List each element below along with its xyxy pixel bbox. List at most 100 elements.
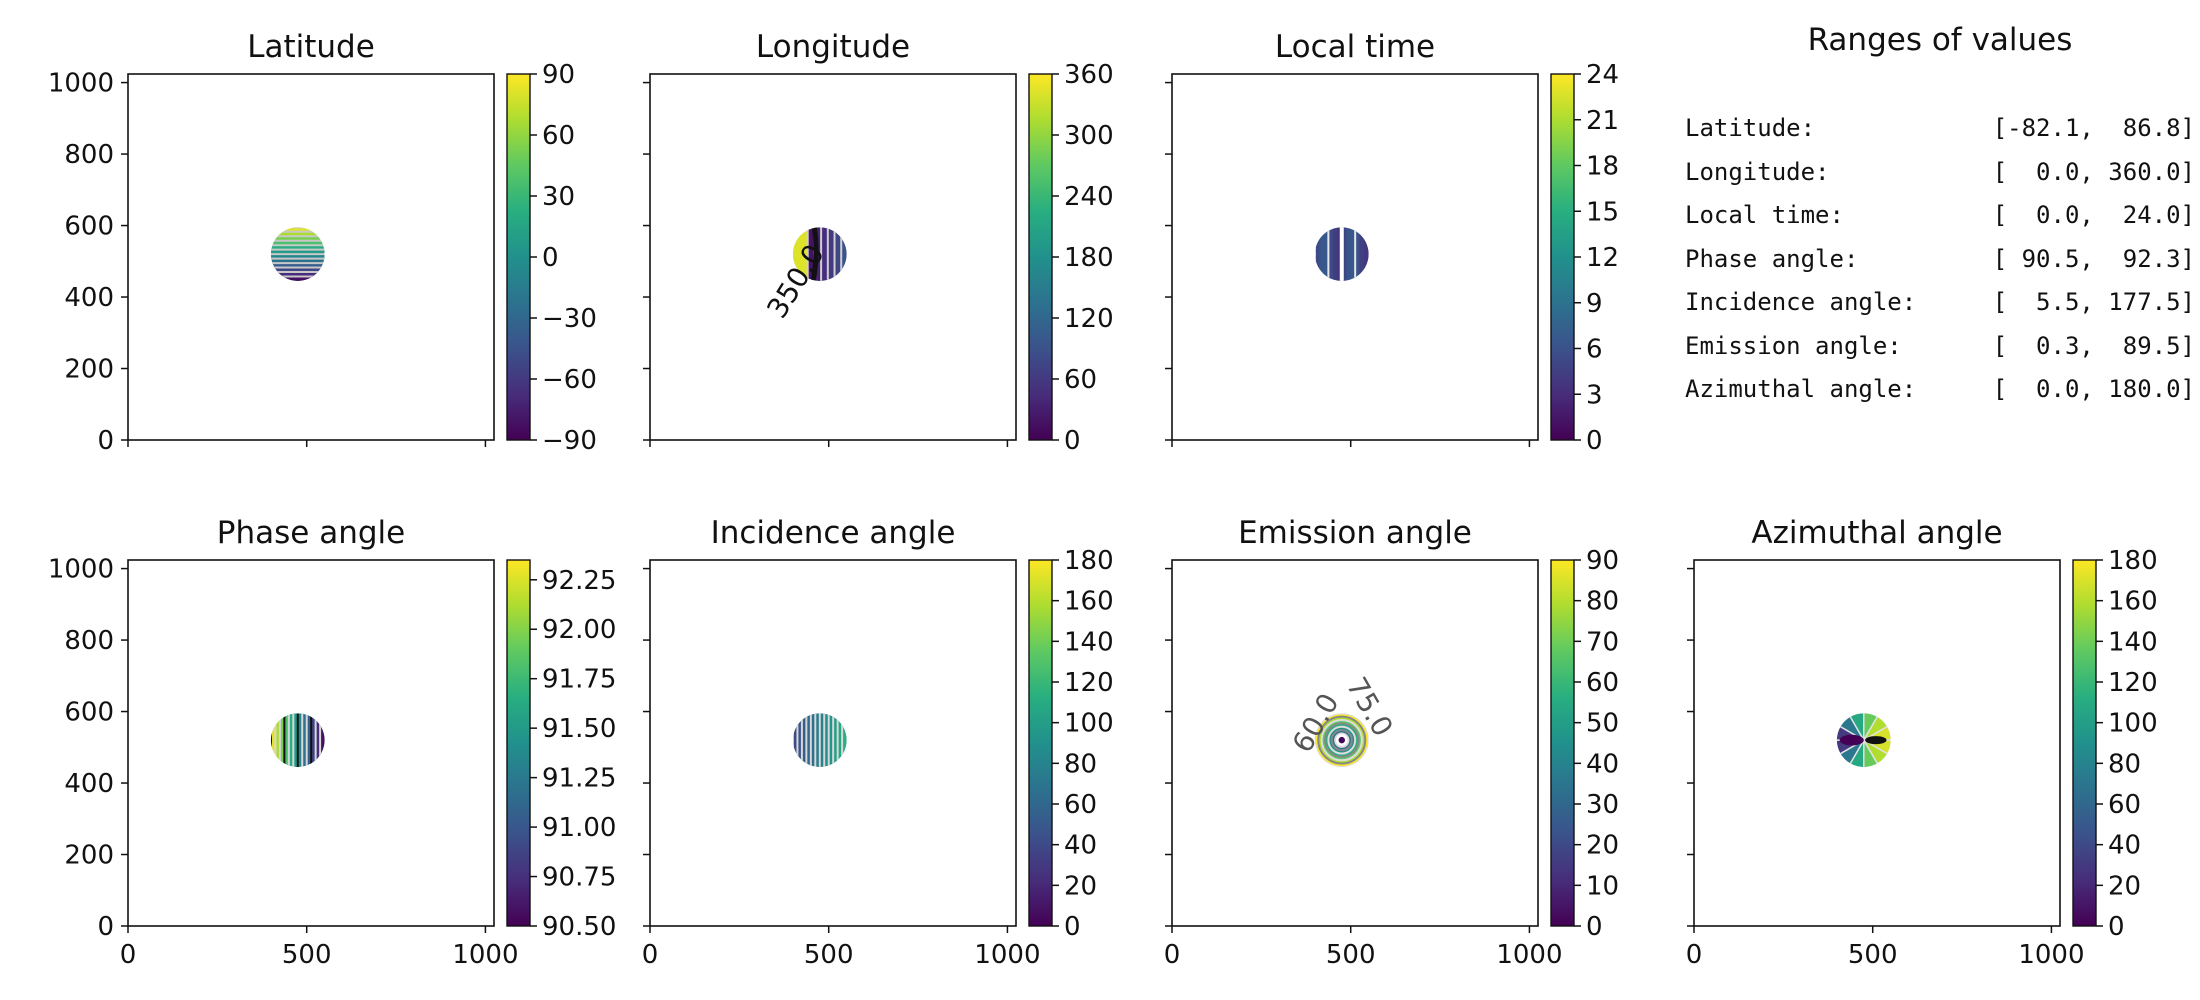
colorbar-tick-label: 160 (1064, 587, 1114, 617)
disc-band (792, 227, 808, 281)
disc-band (1319, 227, 1325, 281)
disc-band (837, 713, 843, 767)
chart-panel-incidence-angle: Incidence angle 0 500 1000 0 20 40 60 80 100 120 14… (642, 515, 1114, 970)
chart-title: Local time (1275, 29, 1435, 65)
disc-band (270, 713, 276, 767)
colorbar-tick-label: 0 (542, 243, 559, 273)
disc-band (810, 713, 816, 767)
ranges-panel: Ranges of values Latitude: [-82.1, 86.8] L… (1685, 15, 2195, 412)
disc-band (270, 240, 325, 246)
disc-band (270, 272, 325, 277)
colorbar-tick-label: 90.50 (542, 912, 616, 942)
range-row: Emission angle: [ 0.3, 89.5] (1685, 325, 2195, 369)
y-tick-label: 0 (97, 426, 114, 456)
colorbar-tick-label: 10 (1586, 871, 1619, 901)
plot-frame (127, 73, 495, 441)
disc-band (302, 713, 308, 767)
x-tick-label: 0 (1686, 940, 1703, 970)
range-row: Phase angle: [ 90.5, 92.3] (1685, 238, 2195, 282)
disc-band (306, 713, 312, 767)
range-row: Azimuthal angle: [ 0.0, 180.0] (1685, 368, 2195, 412)
colorbar-tick-label: 60 (2108, 790, 2141, 820)
y-tick-label: 1000 (48, 69, 114, 99)
colorbar-tick-label: 15 (1586, 197, 1619, 227)
disc-band (284, 713, 290, 767)
planet-disc (792, 713, 847, 767)
disc-band (1323, 227, 1329, 281)
disc-band (819, 713, 825, 767)
colorbar-tick-label: 30 (542, 182, 575, 212)
colorbar-tick-label: 91.75 (542, 665, 616, 695)
contour-label: 350.0 (760, 239, 830, 324)
disc-band (270, 267, 325, 273)
disc-band (834, 227, 842, 281)
range-value: [-82.1, 86.8] (1992, 114, 2195, 142)
disc-band (270, 263, 325, 269)
x-tick-label: 0 (120, 940, 137, 970)
x-tick-label: 0 (642, 940, 659, 970)
disc-band (270, 227, 325, 233)
colorbar-tick-label: 160 (2108, 587, 2158, 617)
colorbar-tick-label: 40 (1586, 749, 1619, 779)
colorbar-tick-label: 80 (1064, 749, 1097, 779)
disc-band (1359, 227, 1365, 281)
colorbar-tick-label: 30 (1586, 790, 1619, 820)
colorbar-tick-label: 140 (2108, 627, 2158, 657)
colorbar-tick-label: 3 (1586, 380, 1603, 410)
colorbar-tick-label: −60 (542, 365, 597, 395)
range-value: [ 0.3, 89.5] (1992, 331, 2195, 360)
x-tick-label: 500 (1848, 940, 1898, 970)
chart-title: Incidence angle (711, 515, 956, 551)
colorbar-tick-label: 0 (2108, 912, 2125, 942)
disc-band (1328, 227, 1334, 281)
disc-band (315, 713, 321, 767)
y-tick-label: 800 (64, 626, 114, 656)
colorbar-tick-label: 300 (1064, 121, 1114, 151)
colorbar (506, 559, 531, 927)
disc-band (821, 227, 829, 281)
colorbar-tick-label: 40 (2108, 831, 2141, 861)
disc-band (270, 231, 325, 237)
plot-frame (1171, 559, 1539, 927)
colorbar-tick-label: 9 (1586, 289, 1603, 319)
colorbar-tick-label: 18 (1586, 152, 1619, 182)
x-tick-label: 500 (1326, 940, 1376, 970)
ranges-list: Latitude: [-82.1, 86.8] Longitude: [ 0.0, 3… (1685, 107, 2195, 412)
colorbar (1550, 559, 1575, 927)
colorbar (2072, 559, 2097, 927)
planet-disc (1836, 713, 1891, 767)
planet-disc (1314, 227, 1369, 281)
colorbar-tick-label: 20 (1586, 831, 1619, 861)
ranges-title: Ranges of values (1807, 22, 2073, 58)
chart-panel-latitude: Latitude 0 200 400 600 800 1000 −90 −60 −30 0 30 60 9… (48, 29, 597, 456)
colorbar-tick-label: 80 (1586, 587, 1619, 617)
plot-frame (127, 559, 495, 927)
y-tick-label: 0 (97, 912, 114, 942)
planet-disc (1314, 713, 1369, 767)
disc-band (828, 713, 834, 767)
colorbar (1550, 73, 1575, 441)
disc-band (1364, 227, 1369, 281)
disc-band (270, 236, 325, 242)
x-tick-label: 1000 (1496, 940, 1562, 970)
planet-disc (792, 227, 847, 281)
disc-band (293, 713, 299, 767)
colorbar-tick-label: 80 (2108, 749, 2141, 779)
colorbar-tick-label: 180 (1064, 546, 1114, 576)
chart-panel-local-time: Local time 0 3 6 9 12 15 18 21 24 (1165, 29, 1619, 456)
colorbar (1028, 559, 1053, 927)
range-value: [ 0.0, 360.0] (1992, 157, 2195, 186)
colorbar-tick-label: 92.00 (542, 615, 616, 645)
disc-band (320, 713, 325, 767)
disc-band (288, 713, 294, 767)
contour-line (810, 227, 819, 281)
chart-panel-azimuthal-angle: Azimuthal angle 0 500 1000 0 20 40 60 80 100 120 14… (1686, 515, 2158, 970)
colorbar-tick-label: 91.25 (542, 764, 616, 794)
colorbar-tick-label: 90 (1586, 546, 1619, 576)
plot-frame (1693, 559, 2061, 927)
disc-band (807, 227, 815, 281)
x-tick-label: 500 (804, 940, 854, 970)
colorbar-tick-label: 0 (1064, 426, 1081, 456)
colorbar-tick-label: 100 (2108, 709, 2158, 739)
